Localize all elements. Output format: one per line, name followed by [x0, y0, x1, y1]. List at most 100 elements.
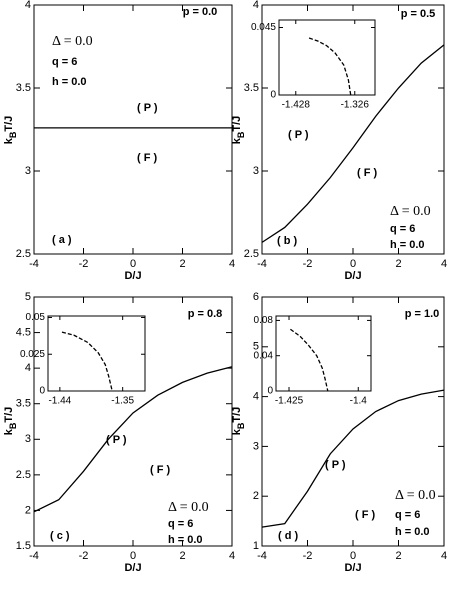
x-tick-label: -2	[303, 550, 313, 562]
delta-label: Δ = 0.0	[52, 34, 93, 49]
y-tick-label: 0.025	[20, 349, 45, 360]
phase-f: ( F )	[150, 464, 170, 476]
y-axis-label-part: k	[3, 137, 15, 144]
x-tick-label: -4	[257, 258, 267, 270]
x-tick-label: -2	[79, 258, 89, 270]
y-tick-label: 2.5	[16, 248, 31, 260]
y-axis-label-part: k	[3, 428, 15, 435]
y-tick-label: 1	[253, 540, 259, 552]
x-tick-label: 4	[441, 550, 447, 562]
y-tick-label: 3	[253, 165, 259, 177]
y-tick-label: 1.5	[16, 540, 31, 552]
phase-p: ( P )	[106, 434, 127, 446]
x-tick-label: 0	[350, 258, 356, 270]
x-tick-label: -1.326	[341, 100, 370, 111]
panel-label: ( a )	[52, 234, 72, 246]
plot-frame	[47, 315, 146, 392]
y-axis-label: kBT/J	[231, 116, 246, 145]
x-tick-label: 4	[229, 550, 235, 562]
plot-frame	[278, 19, 376, 96]
q-label: q = 6	[395, 509, 420, 521]
x-tick-label: -4	[29, 258, 39, 270]
y-tick-label: 6	[253, 291, 259, 303]
delta-label: Δ = 0.0	[168, 500, 209, 515]
y-tick-label: 5	[253, 341, 259, 353]
p-label: p = 1.0	[405, 308, 440, 320]
panel-label: ( d )	[278, 530, 298, 542]
x-tick-label: -2	[303, 258, 313, 270]
y-tick-label: 4.5	[16, 326, 31, 338]
y-axis-label-part: T/J	[3, 407, 15, 423]
curve	[290, 328, 329, 392]
y-tick-label: 4	[25, 362, 31, 374]
y-axis-label: kBT/J	[231, 407, 246, 436]
h-label: h = 0.0	[52, 76, 87, 88]
y-axis-label-part: B	[8, 131, 18, 138]
y-tick-label: 0	[267, 386, 273, 397]
x-tick-label: 0	[130, 258, 136, 270]
y-tick-label: 4	[25, 0, 31, 11]
y-tick-label: 5	[25, 291, 31, 303]
x-tick-label: 2	[179, 550, 185, 562]
p-label: p = 0.0	[183, 6, 218, 18]
x-tick-label: -1.425	[275, 396, 304, 407]
y-tick-label: 3	[25, 165, 31, 177]
panel-label: ( b )	[277, 235, 297, 247]
p-label: p = 0.5	[401, 8, 436, 20]
phase-f: ( F )	[137, 152, 157, 164]
phase-p: ( P )	[137, 102, 158, 114]
delta-label: Δ = 0.0	[390, 204, 431, 219]
x-tick-label: 0	[130, 550, 136, 562]
h-label: h = 0.0	[390, 239, 425, 251]
delta-label: Δ = 0.0	[395, 488, 436, 503]
x-tick-label: -1.428	[282, 100, 311, 111]
y-axis-label-part: k	[231, 428, 243, 435]
y-axis-label-part: B	[236, 131, 246, 138]
curve	[261, 389, 445, 528]
x-tick-label: -4	[257, 550, 267, 562]
x-axis-label: D/J	[124, 562, 141, 574]
q-label: q = 6	[52, 56, 77, 68]
q-label: q = 6	[390, 223, 415, 235]
curve	[33, 366, 233, 513]
x-axis-label: D/J	[344, 562, 361, 574]
y-tick-label: 0	[39, 386, 45, 397]
x-tick-label: 4	[441, 258, 447, 270]
y-tick-label: 2	[25, 504, 31, 516]
x-tick-label: 4	[229, 258, 235, 270]
phase-p: ( P )	[325, 459, 346, 471]
y-tick-label: 0.045	[251, 22, 276, 33]
x-tick-label: -4	[29, 550, 39, 562]
y-tick-label: 2	[253, 490, 259, 502]
y-tick-label: 3.5	[244, 82, 259, 94]
plot-frame	[275, 315, 372, 392]
x-tick-label: 2	[395, 258, 401, 270]
y-tick-label: 2.5	[16, 469, 31, 481]
y-tick-label: 3.5	[16, 82, 31, 94]
panel-label: ( c )	[50, 530, 70, 542]
y-axis-label-part: B	[8, 422, 18, 429]
phase-p: ( P )	[288, 129, 309, 141]
y-tick-label: 2.5	[244, 248, 259, 260]
x-tick-label: -1.35	[111, 396, 134, 407]
h-label: h = 0.0	[168, 534, 203, 546]
phase-f: ( F )	[355, 509, 375, 521]
curve	[61, 331, 113, 392]
y-tick-label: 4	[253, 391, 259, 403]
y-axis-label: kBT/J	[3, 116, 18, 145]
x-tick-label: -1.4	[350, 396, 368, 407]
y-axis-label: kBT/J	[3, 407, 18, 436]
y-tick-label: 0.04	[254, 350, 274, 361]
h-label: h = 0.0	[395, 526, 430, 538]
y-tick-label: 0	[270, 90, 276, 101]
x-tick-label: 2	[395, 550, 401, 562]
y-axis-label-part: k	[231, 137, 243, 144]
y-tick-label: 0.05	[26, 312, 46, 323]
y-axis-label-part: T/J	[3, 116, 15, 132]
x-axis-label: D/J	[344, 270, 361, 282]
x-axis-label: D/J	[124, 270, 141, 282]
y-axis-label-part: T/J	[231, 407, 243, 423]
y-tick-label: 0.08	[254, 315, 274, 326]
x-tick-label: -2	[79, 550, 89, 562]
